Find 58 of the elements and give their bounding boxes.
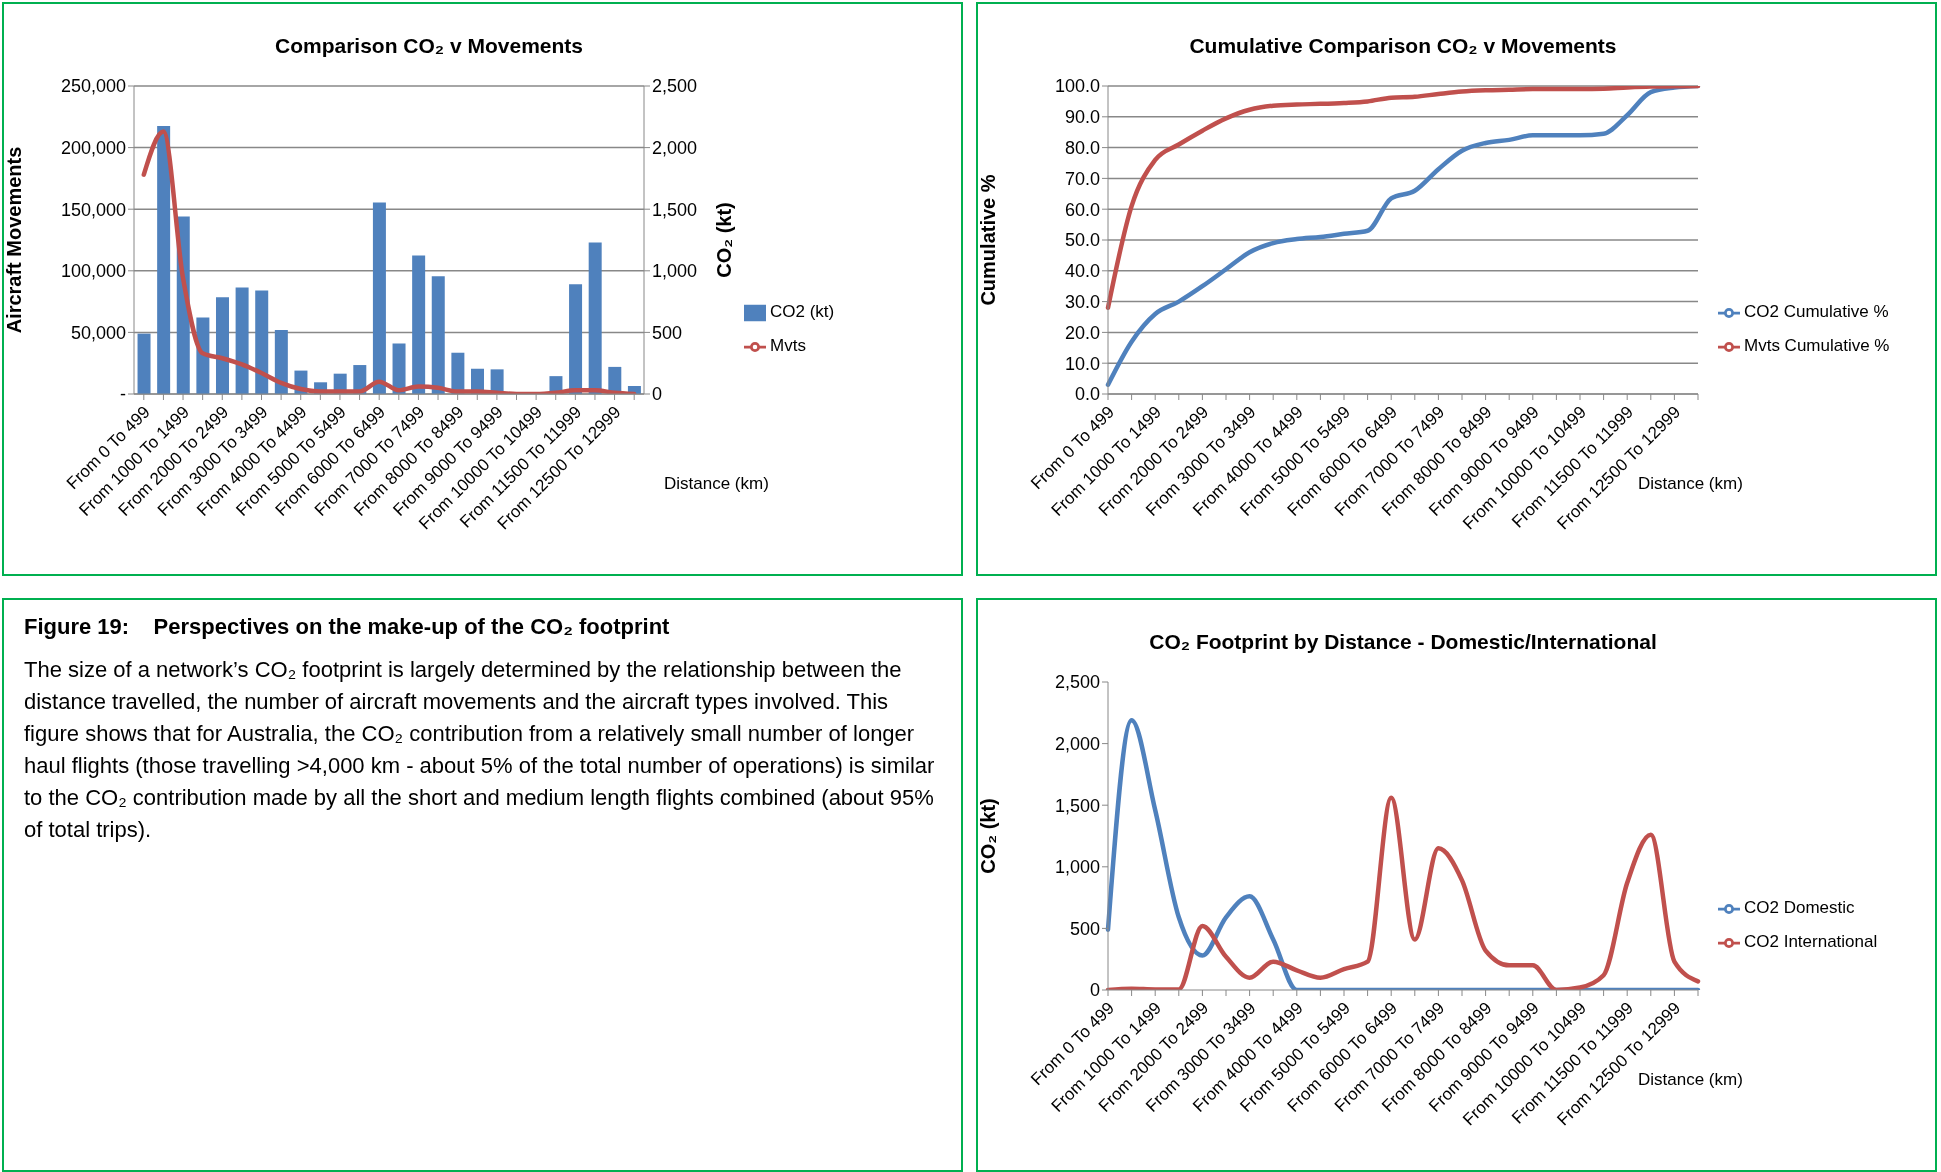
y-tick-label: 80.0	[1064, 137, 1100, 158]
bar	[157, 126, 171, 394]
y-axis-title: Aircraft Movements	[3, 146, 26, 334]
y-tick-label: 1,000	[1054, 857, 1100, 878]
bar	[137, 333, 151, 394]
y-axis-title: CO₂ (kt)	[977, 798, 1000, 874]
legend-label: Mvts	[770, 336, 806, 355]
legend-label: CO2 International	[1744, 932, 1878, 951]
x-axis-title: Distance (km)	[1638, 474, 1743, 494]
legend-label: Mvts Cumulative %	[1744, 336, 1890, 355]
line-series	[141, 129, 637, 394]
y-tick-label: 40.0	[1064, 261, 1100, 282]
y-tick-label: 90.0	[1064, 107, 1100, 128]
y-tick-label: 30.0	[1064, 291, 1100, 312]
y-tick-label: 50.0	[1064, 230, 1100, 251]
y2-tick-label: 500	[652, 322, 683, 343]
bar	[412, 255, 426, 394]
y-tick-label: 250,000	[60, 76, 126, 97]
y2-tick-label: 1,500	[652, 199, 698, 220]
y-tick-label: 1,500	[1054, 795, 1100, 816]
y-tick-label: 10.0	[1064, 353, 1100, 374]
bar	[431, 276, 445, 394]
y2-axis-title: CO₂ (kt)	[713, 202, 736, 278]
text: The size of a network’s CO₂ footprint is largely determined by the relationship between the distance travelled, the number of aircraft movements and the aircraft types involved. This figure shows that for Australia, the CO₂ contribution from a relatively small number of longer haul flights (those travelling >4,000 km - about 5% of the total number of operations) is similar to the CO₂ contribution made by all the short and medium length flights combined (about 95% of total trips).	[24, 656, 936, 844]
y-tick-label: 500	[1069, 918, 1100, 939]
y-tick-label: 20.0	[1064, 322, 1100, 343]
y2-tick-label: 2,000	[652, 137, 698, 158]
y-tick-label: 0.0	[1074, 384, 1100, 405]
bar	[372, 202, 386, 394]
y-axis-title: Cumulative %	[977, 174, 1000, 306]
x-axis-title: Distance (km)	[1638, 1070, 1743, 1090]
chart-title: CO₂ Footprint by Distance - Domestic/International	[1148, 630, 1658, 654]
legend-label: CO2 (kt)	[770, 302, 835, 321]
y-tick-label: 2,000	[1054, 733, 1100, 754]
y-tick-label: 150,000	[60, 199, 126, 220]
y2-tick-label: 1,000	[652, 261, 698, 282]
chart-title: Comparison CO₂ v Movements	[273, 34, 585, 58]
y-tick-label: 60.0	[1064, 199, 1100, 220]
y-tick-label: 70.0	[1064, 168, 1100, 189]
bar	[255, 290, 269, 394]
bar	[235, 287, 249, 394]
y2-tick-label: 0	[652, 384, 663, 405]
y-tick-label: 2,500	[1054, 672, 1100, 693]
bar	[274, 329, 288, 394]
y-tick-label: 100.0	[1054, 76, 1100, 97]
bar	[215, 297, 229, 394]
legend-label: CO2 Cumulative %	[1744, 302, 1889, 321]
y-tick-label: 200,000	[60, 137, 126, 158]
y-tick-label: -	[120, 384, 126, 405]
x-axis-title: Distance (km)	[664, 474, 769, 494]
text: Figure 19: Perspectives on the make-up of the CO₂ footprint	[24, 614, 671, 640]
y-tick-label: 100,000	[60, 261, 126, 282]
y-tick-label: 0	[1089, 980, 1100, 1001]
bar	[392, 343, 406, 394]
y-tick-label: 50,000	[70, 322, 126, 343]
legend-label: CO2 Domestic	[1744, 898, 1855, 917]
chart-title: Cumulative Comparison CO₂ v Movements	[1188, 34, 1618, 58]
y2-tick-label: 2,500	[652, 76, 698, 97]
